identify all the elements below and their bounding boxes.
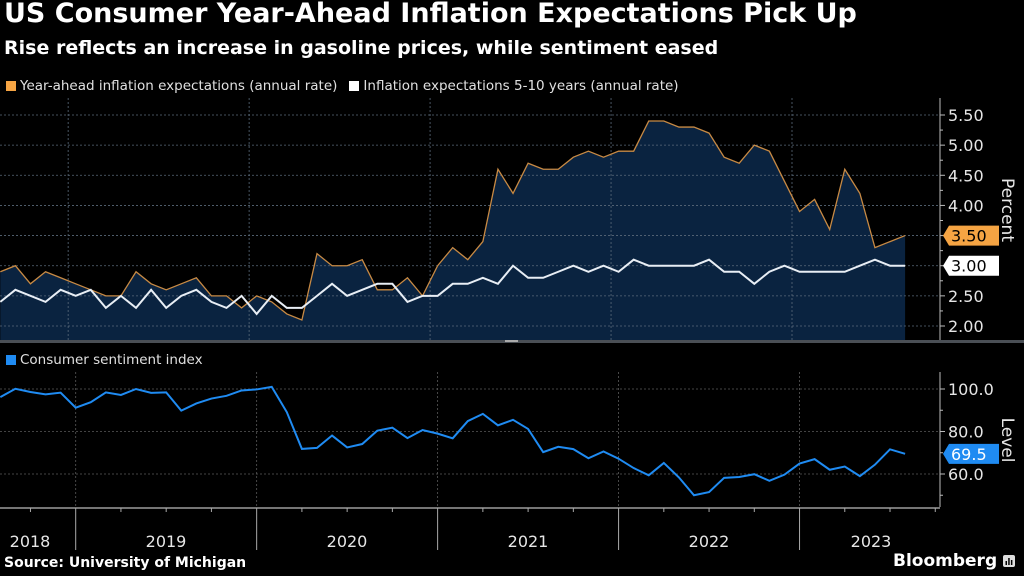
chart-badge-icon: [1003, 555, 1016, 567]
bottom-legend: Consumer sentiment index: [6, 352, 215, 368]
x-axis: 2018 2019 2020 2021 2022 2023: [0, 507, 940, 551]
bottom-y-axis-title: Level: [997, 418, 1017, 463]
bloomberg-logo: Bloomberg: [893, 551, 1016, 571]
top-y-tick-label: 4.00: [948, 196, 984, 215]
sentiment-last-value-tag: 69.5: [951, 445, 987, 464]
top-y-tick-label: 5.50: [948, 106, 984, 125]
x-year-label: 2019: [146, 532, 187, 551]
chart-subtitle: Rise reflects an increase in gasoline pr…: [4, 37, 719, 59]
source-note: Source: University of Michigan: [4, 555, 247, 571]
top-y-tick-label: 2.00: [948, 317, 984, 336]
year-ahead-last-value-tag: 3.50: [951, 227, 987, 246]
top-y-tick-label: 4.50: [948, 166, 984, 185]
legend-label-year-ahead: Year-ahead inflation expectations (annua…: [20, 78, 338, 94]
blue-swatch-icon: [6, 355, 16, 365]
sentiment-line: [0, 385, 906, 497]
legend-item-5-10-years: Inflation expectations 5-10 years (annua…: [349, 78, 679, 94]
year-ahead-last-value-tag-bg: [943, 225, 999, 246]
x-year-label: 2018: [10, 532, 51, 551]
top-y-axis-title: Percent: [997, 178, 1017, 242]
x-year-label: 2023: [851, 532, 892, 551]
top-panel: 5.505.004.504.003.503.002.502.00Percent3…: [0, 98, 1024, 343]
year-ahead-line: [0, 120, 906, 321]
legend-item-year-ahead: Year-ahead inflation expectations (annua…: [6, 78, 337, 94]
brand-label: Bloomberg: [893, 551, 998, 571]
legend-label-sentiment: Consumer sentiment index: [20, 352, 203, 368]
top-legend: Year-ahead inflation expectations (annua…: [6, 78, 691, 94]
white-swatch-icon: [349, 81, 360, 91]
top-y-tick-label: 2.50: [948, 287, 984, 306]
bottom-y-tick-label: 60.0: [948, 465, 984, 484]
legend-label-5-10-years: Inflation expectations 5-10 years (annua…: [363, 78, 679, 94]
chart-title: US Consumer Year-Ahead Inflation Expecta…: [4, 0, 857, 29]
bottom-y-tick-label: 100.0: [948, 380, 994, 399]
year-ahead-area: [0, 121, 906, 341]
panel-resize-handle: [505, 340, 518, 342]
bottom-y-tick-label: 80.0: [948, 423, 984, 442]
x-year-label: 2020: [327, 532, 368, 551]
five-ten-year-last-value-tag: 3.00: [951, 257, 987, 276]
sentiment-last-value-tag-bg: [943, 443, 999, 464]
x-year-label: 2021: [508, 532, 549, 551]
legend-item-sentiment: Consumer sentiment index: [6, 352, 203, 368]
top-y-tick-label: 5.00: [948, 136, 984, 155]
five-ten-year-line: [0, 258, 906, 316]
orange-swatch-icon: [6, 81, 16, 91]
five-ten-year-last-value-tag-bg: [943, 255, 999, 276]
bottom-panel: 100.0 80.0 60.0 Level 69.5: [0, 372, 1017, 507]
x-year-label: 2022: [689, 532, 730, 551]
